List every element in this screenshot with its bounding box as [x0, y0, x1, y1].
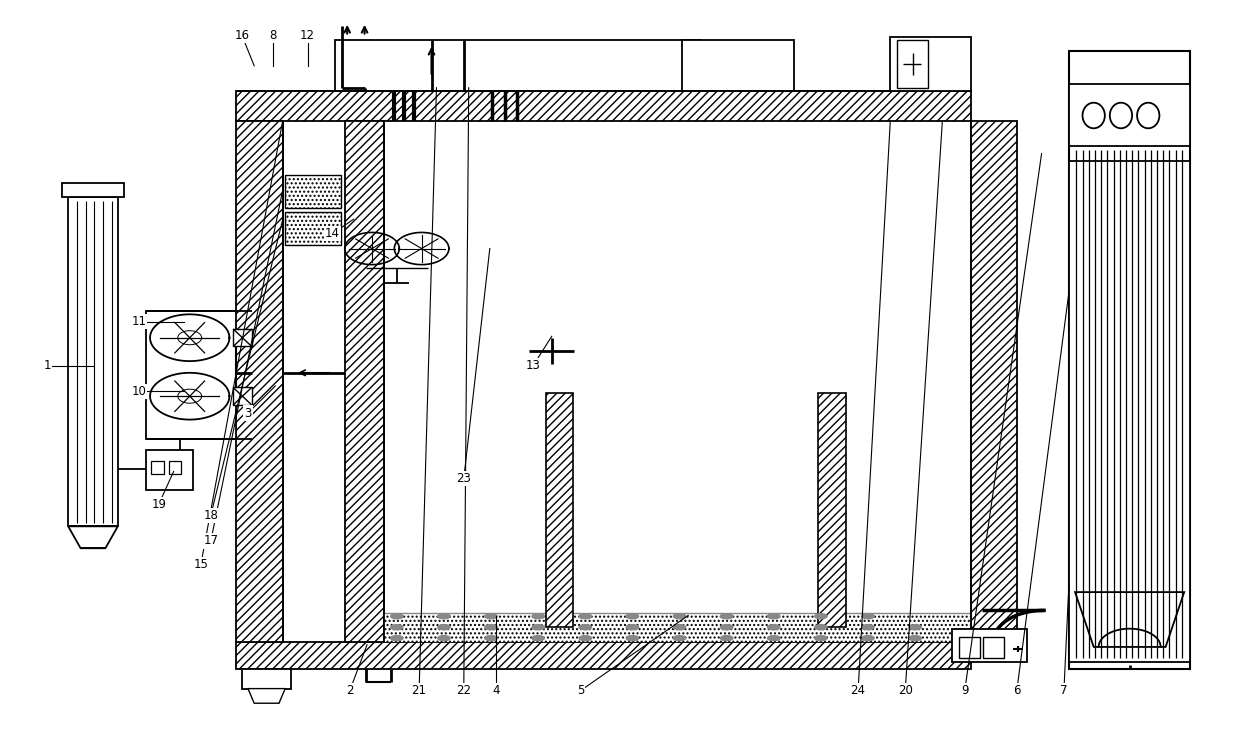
Ellipse shape [768, 635, 780, 640]
Ellipse shape [485, 635, 497, 640]
Text: 18: 18 [203, 509, 218, 522]
Text: 21: 21 [412, 684, 427, 697]
Text: 17: 17 [203, 534, 218, 548]
Bar [983, 637, 1004, 658]
Bar [952, 629, 1027, 662]
Text: 13: 13 [526, 359, 541, 372]
Text: 3: 3 [244, 406, 252, 420]
Text: 2: 2 [346, 684, 353, 697]
Bar [236, 121, 283, 642]
Ellipse shape [579, 635, 591, 640]
Text: 6: 6 [1013, 684, 1021, 697]
Ellipse shape [768, 624, 780, 629]
Text: 22: 22 [456, 684, 471, 697]
Ellipse shape [815, 635, 827, 640]
Ellipse shape [862, 624, 874, 629]
Ellipse shape [673, 614, 686, 618]
Ellipse shape [532, 635, 544, 640]
Text: 11: 11 [131, 315, 146, 328]
Text: 5: 5 [577, 684, 584, 697]
Bar [335, 40, 701, 91]
Bar [62, 183, 124, 197]
Ellipse shape [815, 614, 827, 618]
Bar [236, 91, 971, 121]
Ellipse shape [909, 635, 921, 640]
Bar [890, 37, 971, 91]
Bar [169, 461, 181, 474]
Bar [233, 387, 252, 405]
Text: 24: 24 [851, 684, 866, 697]
Ellipse shape [438, 635, 450, 640]
Bar [1069, 161, 1190, 662]
Ellipse shape [391, 614, 403, 618]
Ellipse shape [579, 614, 591, 618]
Text: 8: 8 [269, 29, 277, 42]
Text: 14: 14 [325, 227, 340, 240]
Bar [818, 393, 846, 627]
Bar [68, 197, 118, 526]
Ellipse shape [532, 614, 544, 618]
Text: 7: 7 [1060, 684, 1068, 697]
Bar [285, 212, 341, 245]
Bar [285, 175, 341, 208]
Text: 16: 16 [234, 29, 249, 42]
Polygon shape [68, 526, 118, 548]
Bar [546, 393, 573, 627]
Text: 12: 12 [300, 29, 315, 42]
Ellipse shape [438, 614, 450, 618]
Ellipse shape [768, 614, 780, 618]
Ellipse shape [626, 614, 639, 618]
Ellipse shape [862, 635, 874, 640]
Bar [384, 613, 971, 642]
Text: 9: 9 [961, 684, 968, 697]
Text: 1: 1 [43, 359, 51, 372]
Text: 10: 10 [131, 385, 146, 398]
Ellipse shape [391, 635, 403, 640]
Text: 20: 20 [898, 684, 913, 697]
Text: 4: 4 [492, 684, 500, 697]
Text: 15: 15 [193, 558, 208, 571]
Text: 23: 23 [456, 472, 471, 485]
Ellipse shape [673, 624, 686, 629]
Bar [151, 461, 164, 474]
Ellipse shape [438, 624, 450, 629]
Ellipse shape [532, 624, 544, 629]
Polygon shape [248, 689, 285, 703]
Bar [897, 40, 928, 88]
Polygon shape [1075, 592, 1184, 647]
Bar [233, 329, 252, 346]
Bar [384, 121, 971, 642]
Ellipse shape [626, 624, 639, 629]
Bar [146, 311, 252, 439]
Bar [971, 121, 1017, 642]
Ellipse shape [909, 624, 921, 629]
Ellipse shape [862, 614, 874, 618]
Bar [959, 637, 980, 658]
Ellipse shape [626, 635, 639, 640]
Ellipse shape [720, 614, 733, 618]
Ellipse shape [815, 624, 827, 629]
Ellipse shape [391, 624, 403, 629]
Bar [146, 450, 193, 490]
Bar [1069, 84, 1190, 146]
Ellipse shape [673, 635, 686, 640]
Ellipse shape [579, 624, 591, 629]
Text: 19: 19 [151, 498, 166, 511]
Ellipse shape [720, 635, 733, 640]
Bar [345, 121, 384, 642]
Bar [682, 40, 794, 91]
Ellipse shape [485, 624, 497, 629]
Ellipse shape [485, 614, 497, 618]
Bar [236, 642, 971, 669]
Bar [242, 669, 291, 689]
Bar [1069, 51, 1190, 669]
Ellipse shape [720, 624, 733, 629]
